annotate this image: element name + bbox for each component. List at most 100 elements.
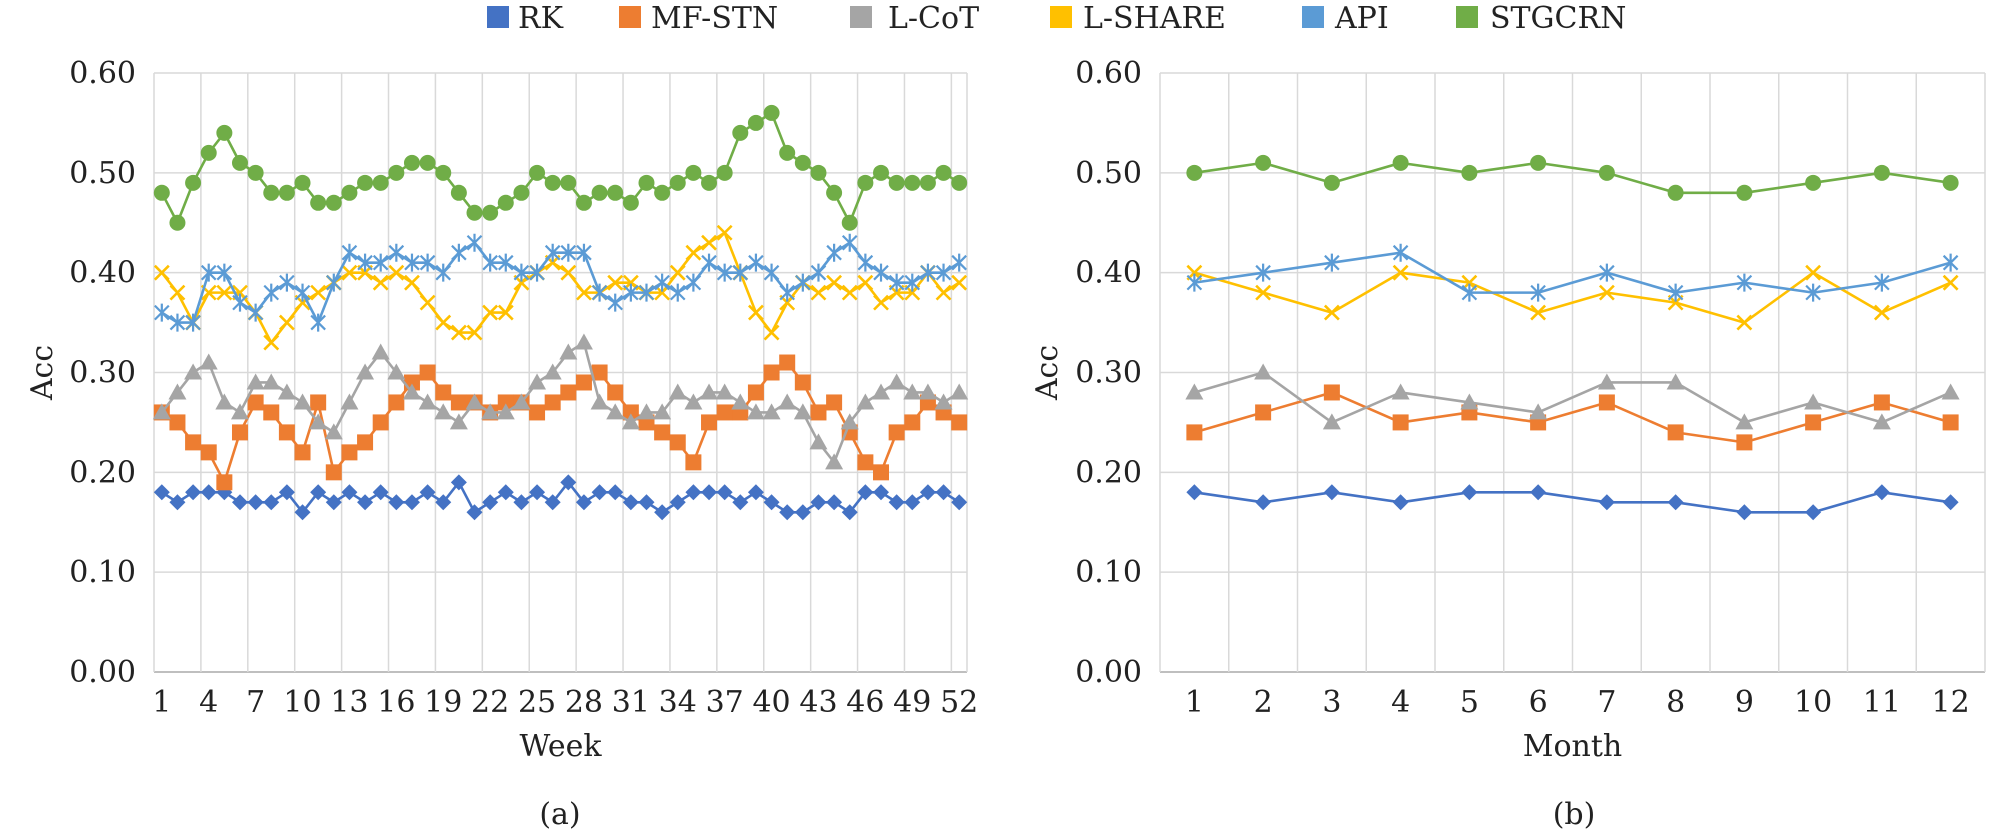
panel-a-point-api-stroke (185, 313, 201, 332)
panel-a-point-stgcrn (888, 174, 905, 191)
panel-a-point-rk (685, 484, 702, 501)
panel-a-point-api-stroke (795, 273, 811, 292)
panel-a-series-line-stgcrn (160, 111, 960, 225)
panel-a-point-l-cot (199, 353, 218, 370)
panel-a-ytick-label: 0.60 (69, 56, 136, 91)
panel-b-xtick-label: 8 (1666, 685, 1685, 720)
panel-a-point-api (310, 313, 326, 332)
panel-a-point-rk (263, 494, 280, 511)
panel-a-point-rk (231, 494, 248, 511)
panel-a-point-l-share (826, 274, 843, 291)
panel-b-point-api-stroke (1736, 273, 1753, 292)
panel-a-point-l-cot (637, 403, 656, 420)
panel-a-point-stgcrn (185, 174, 202, 191)
panel-a-point-l-share-stroke (466, 324, 483, 341)
panel-a-point-rk (544, 494, 561, 511)
panel-a-point-api-stroke (294, 283, 311, 302)
panel-b-point-l-cot (1254, 363, 1273, 380)
panel-a-point-api-stroke (200, 263, 217, 282)
panel-a-point-api (716, 263, 733, 282)
panel-a-point-l-share (466, 324, 483, 341)
panel-a-point-api-stroke (951, 253, 967, 272)
panel-b-xtick-label: 7 (1597, 685, 1616, 720)
panel-a-point-l-cot (184, 363, 203, 380)
panel-a-point-stgcrn (497, 194, 514, 211)
panel-b-xtick-label: 5 (1460, 685, 1479, 720)
panel-b-point-stgcrn (1323, 174, 1340, 191)
panel-a-point-l-share-stroke (701, 234, 717, 251)
panel-a-point-api-stroke (685, 273, 702, 292)
panel-a-point-stgcrn (560, 174, 577, 191)
panel-a-point-api-stroke (654, 273, 670, 292)
panel-a-point-mf-stn (310, 394, 327, 411)
panel-a-point-api (263, 283, 280, 302)
panel-a-point-api (826, 243, 842, 262)
panel-a-point-l-share (404, 274, 420, 291)
panel-b-point-l-cot (1391, 383, 1410, 400)
panel-b-xtick-label: 4 (1391, 685, 1410, 720)
panel-a-point-l-cot (684, 393, 703, 410)
panel-b-point-api (1805, 283, 1821, 302)
panel-a-point-l-share (216, 284, 233, 301)
panel-a-point-l-share (810, 284, 827, 301)
panel-a-point-l-share-stroke (669, 264, 686, 281)
panel-a-point-api (857, 253, 874, 272)
panel-b-point-api (1736, 273, 1753, 292)
panel-b-point-api (1392, 243, 1409, 262)
panel-a-point-mf-stn (857, 454, 874, 471)
panel-a-point-stgcrn (575, 194, 592, 211)
panel-b-point-l-share-stroke (1805, 264, 1822, 281)
panel-a-point-mf-stn (231, 424, 248, 441)
panel-a-x-axis-title: Week (519, 729, 602, 764)
panel-a-point-mf-stn (294, 444, 311, 461)
panel-a-xtick-label: 49 (893, 685, 931, 720)
panel-a-point-api (513, 263, 530, 282)
panel-a-point-api-stroke (263, 283, 280, 302)
panel-a-point-api (341, 243, 358, 262)
panel-a-series-stgcrn (153, 104, 968, 231)
panel-a-point-rk (341, 484, 358, 501)
panel-a-point-stgcrn (622, 194, 639, 211)
panel-b-xtick-label: 10 (1794, 685, 1832, 720)
panel-a-point-rk (185, 484, 202, 501)
panel-a-point-stgcrn (216, 124, 233, 141)
panel-a-point-api (216, 263, 233, 282)
panel-a-point-l-cot (809, 433, 828, 450)
panel-b-point-l-share-stroke (1530, 304, 1547, 321)
panel-b-series-line-l-cot (1194, 371, 1952, 424)
panel-a-point-api (904, 273, 921, 292)
panel-b-point-api-stroke (1667, 283, 1684, 302)
panel-a-point-stgcrn (935, 164, 952, 181)
panel-b-point-stgcrn (1873, 164, 1890, 181)
panel-a-point-mf-stn (216, 474, 233, 491)
legend-swatch-mf-stn (619, 6, 641, 28)
panel-a-point-l-share-stroke (450, 324, 467, 341)
panel-a-point-rk (622, 494, 639, 511)
panel-a-point-stgcrn (357, 174, 374, 191)
panel-a-point-rk (435, 494, 452, 511)
panel-a-point-l-share-stroke (685, 244, 702, 261)
panel-b-point-mf-stn (1392, 414, 1409, 431)
panel-b-series-line-api (1194, 251, 1951, 294)
panel-a-xtick-label: 13 (330, 685, 368, 720)
panel-b-point-rk (1598, 494, 1615, 511)
panel-a-point-l-share-stroke (841, 284, 858, 301)
panel-a-point-mf-stn (278, 424, 295, 441)
panel-b-point-rk (1530, 484, 1547, 501)
panel-a-point-stgcrn (419, 154, 436, 171)
panel-a-point-stgcrn (153, 184, 170, 201)
panel-a-point-l-cot (356, 363, 375, 380)
panel-a-point-api-stroke (873, 263, 889, 282)
panel-a-point-mf-stn (388, 394, 405, 411)
panel-a-point-l-share (841, 284, 858, 301)
panel-a-point-stgcrn (732, 124, 749, 141)
panel-a-point-rk (732, 494, 749, 511)
panel-a-point-mf-stn (247, 394, 264, 411)
panel-a-point-stgcrn (247, 164, 264, 181)
panel-b-series-line-rk (1194, 490, 1951, 514)
panel-b-series-line-mf-stn (1194, 391, 1951, 444)
panel-a-point-rk (654, 504, 671, 521)
panel-a-point-api (232, 293, 248, 312)
panel-a-point-l-share-stroke (419, 294, 436, 311)
